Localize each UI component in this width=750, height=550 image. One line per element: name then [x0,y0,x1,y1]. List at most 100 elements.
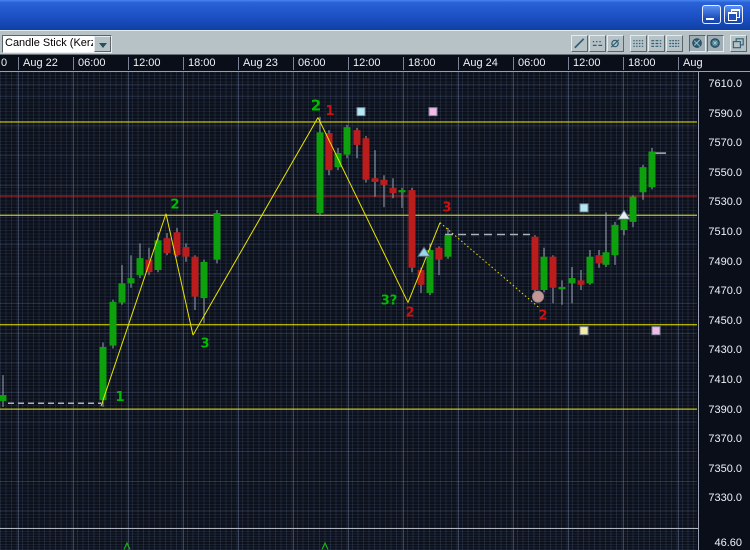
time-axis[interactable]: 0 Aug 22 06:00 12:00 18:00 Aug 23 06:00 12:00 18… [0,55,750,72]
candle-up [568,278,576,284]
circle-marker [532,290,544,303]
candle-up [0,395,7,401]
toolbar-group [729,35,747,52]
zigzag-line[interactable] [100,213,167,407]
candle-up [639,167,647,193]
toolbar-group [688,35,724,52]
price-axis-label: 7530.0 [708,196,742,209]
time-axis-separator [128,57,129,70]
price-axis[interactable]: 7610.0 7590.0 7570.0 7550.0 7530.0 7510.0 7490… [698,72,750,550]
wave-count-label[interactable]: 3? [381,294,398,309]
candle-down [408,190,416,268]
toolbar: Candle Stick (Kerze [0,30,750,55]
cascade-windows-button[interactable] [730,35,747,52]
candle-up [118,283,126,303]
candle-down [389,187,397,194]
empty-set-tool-button[interactable] [607,35,624,52]
wave-count-label[interactable]: 3 [200,337,209,352]
candle-up [343,127,351,155]
candle-down [417,270,425,285]
panel-separator[interactable] [0,528,750,529]
chart-type-dropdown[interactable]: Candle Stick (Kerze [2,35,112,53]
signal-square-marker [651,326,661,336]
wave-count-label[interactable]: 3 [442,200,451,215]
candle-down [595,255,603,264]
time-axis-separator [238,57,239,70]
candle-down [353,130,361,145]
candle-down [380,179,388,185]
candle-up [620,218,628,231]
chart-type-value: Candle Stick (Kerze [5,37,93,49]
candle-up [136,258,144,276]
candle-up [611,224,619,256]
time-axis-label: Aug 24 [463,57,498,69]
price-axis-label: 7450.0 [708,314,742,327]
hatch-circle-2-icon [710,38,720,48]
grid-pattern-2-icon [651,40,662,47]
candle-down [173,232,181,256]
restore-icon [728,12,737,21]
wave-count-label[interactable]: 1 [115,390,124,405]
grid-pattern-2-button[interactable] [648,35,665,52]
chart-grid [0,72,697,528]
candle-up [629,196,637,222]
candle-down [145,259,153,273]
minimize-icon [706,18,714,20]
time-axis-separator [403,57,404,70]
candle-down [191,256,199,297]
zigzag-line[interactable] [165,213,194,336]
zigzag-line[interactable] [439,222,541,309]
candle-up [200,261,208,299]
price-axis-label: 7370.0 [708,433,742,446]
candle-down [362,138,370,180]
indicator-spike [123,541,131,550]
wave-count-label[interactable]: 2 [311,97,321,115]
candle-up [99,346,107,401]
time-axis-separator [623,57,624,70]
zigzag-line[interactable] [407,222,441,303]
price-axis-label: 7590.0 [708,107,742,120]
price-axis-label: 7570.0 [708,137,742,150]
chevron-down-icon [99,43,107,48]
price-axis-label: 7470.0 [708,285,742,298]
time-axis-separator [678,57,679,70]
zigzag-line[interactable] [317,117,409,303]
wave-count-label[interactable]: 1 [325,104,334,119]
line-tool-button[interactable] [571,35,588,52]
restore-button[interactable] [724,5,743,24]
candle-up [213,213,221,260]
wave-count-label[interactable]: 2 [538,308,547,323]
grid-pattern-1-button[interactable] [630,35,647,52]
time-axis-label: 06:00 [298,57,326,69]
time-axis-label: 06:00 [78,57,106,69]
price-axis-label: 7390.0 [708,403,742,416]
candle-up [316,132,324,214]
price-axis-label: 7410.0 [708,374,742,386]
time-axis-label: 18:00 [188,57,216,69]
indicator-subpanel [0,529,697,550]
time-axis-separator [73,57,74,70]
candle-down [531,236,539,290]
hatch-circle-1-button[interactable] [689,35,706,52]
grid-pattern-3-button[interactable] [666,35,683,52]
minimize-button[interactable] [702,5,721,24]
candle-down [577,280,585,285]
candle-up [334,153,342,168]
price-axis-label: 7510.0 [708,226,742,238]
time-axis-separator [293,57,294,70]
signal-square-marker [356,107,366,117]
wave-count-label[interactable]: 2 [170,197,179,212]
dropdown-button[interactable] [94,36,111,52]
dashed-line-tool-button[interactable] [589,35,606,52]
hatch-circle-2-button[interactable] [707,35,724,52]
wave-count-label[interactable]: 2 [405,305,414,320]
line-tool-icon [574,38,585,49]
time-axis-label: 0 [1,57,8,69]
candle-up [127,278,135,284]
signal-square-marker [579,203,589,213]
candle-up [444,235,452,257]
candle-up [602,252,610,265]
zigzag-line[interactable] [192,117,319,336]
time-axis-label: 12:00 [573,57,601,69]
